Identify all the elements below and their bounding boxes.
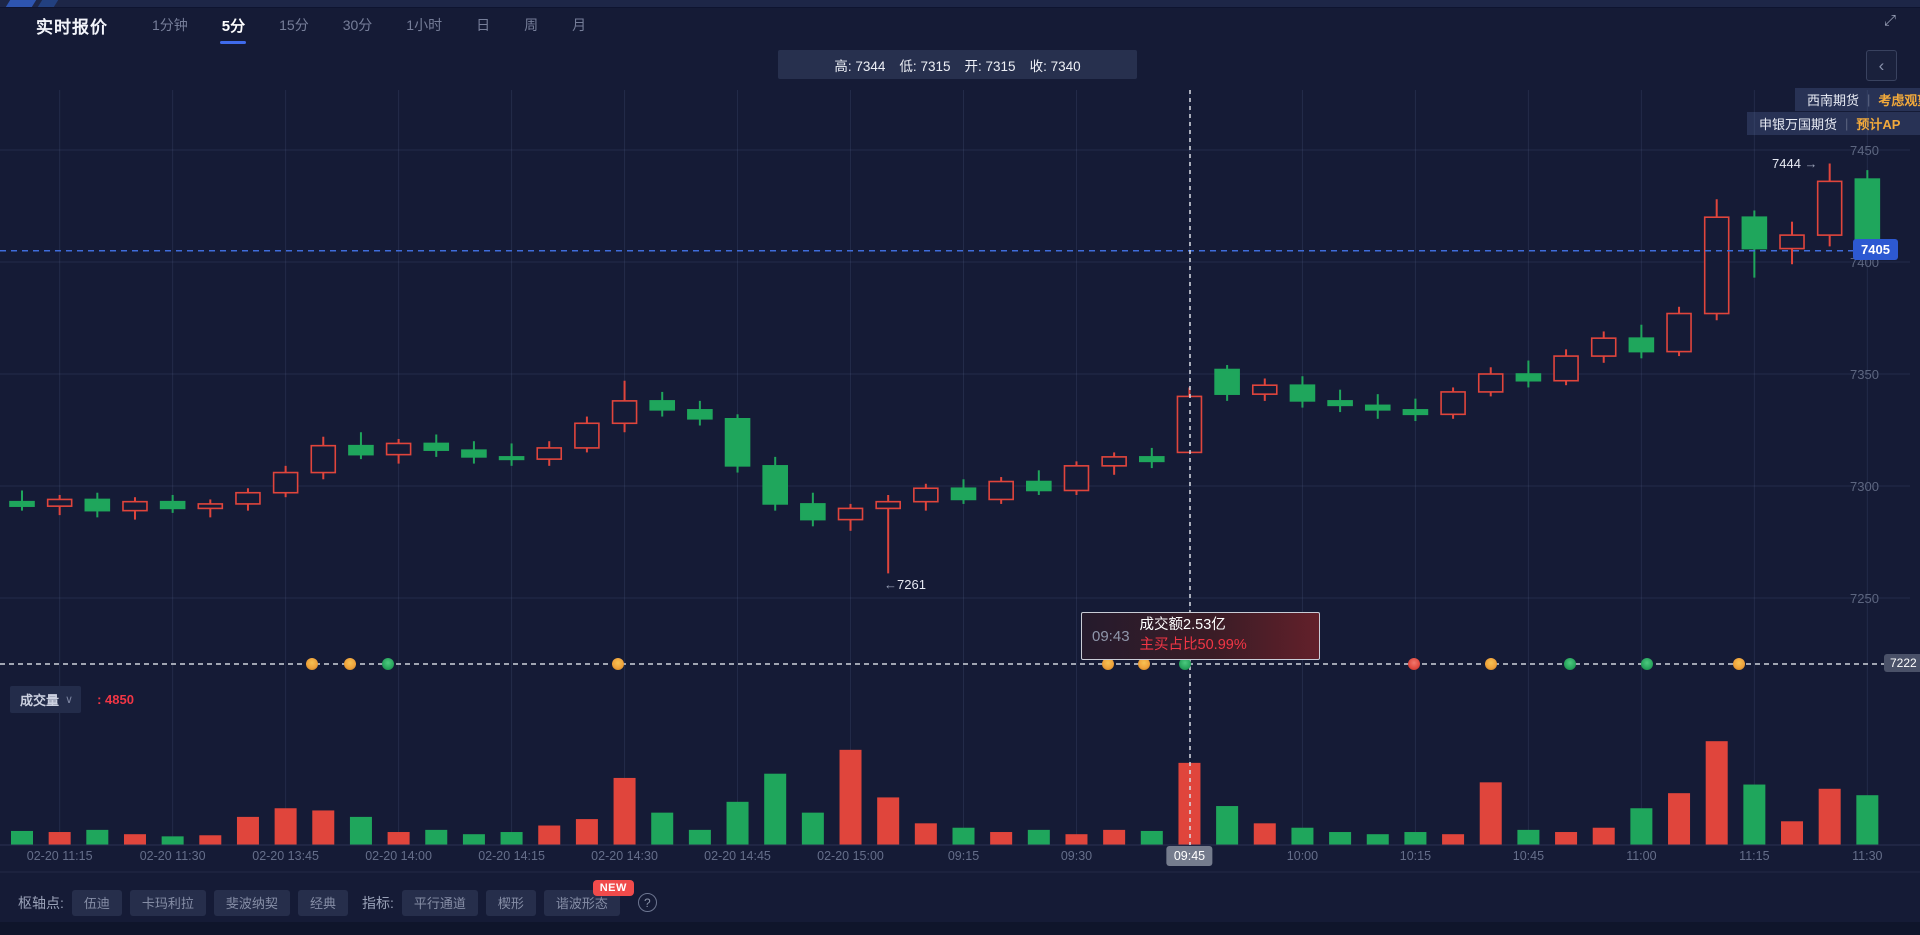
tab-1小时[interactable]: 1小时 <box>406 17 443 33</box>
svg-text:7300: 7300 <box>1850 479 1879 494</box>
limit-low-badge: 7222 <box>1884 654 1920 672</box>
svg-text:7450: 7450 <box>1850 143 1879 158</box>
chevron-down-icon: ∨ <box>65 694 74 706</box>
news-ticker-item[interactable]: 申银万国期货 | 预计AP <box>1747 112 1920 135</box>
pivot-button-卡玛利拉[interactable]: 卡玛利拉 <box>129 889 206 916</box>
chevron-left-icon: ‹ <box>1878 55 1885 75</box>
chart-header: 实时报价 1分钟 5分 15分 30分 1小时 日 周 月 ⤢ <box>0 8 1920 42</box>
event-marker-orange[interactable] <box>1733 658 1745 670</box>
time-label: 11:00 <box>1626 849 1657 863</box>
time-label: 02-20 14:45 <box>704 849 771 863</box>
event-marker-orange[interactable] <box>306 658 318 670</box>
time-label: 02-20 11:30 <box>139 849 206 863</box>
time-label: 02-20 13:45 <box>252 849 319 863</box>
price-annotation-7261: ←7261 <box>884 577 926 592</box>
indicator-button-平行通道[interactable]: 平行通道 <box>401 889 478 916</box>
tooltip-turnover: 成交额2.53亿 <box>1139 617 1226 634</box>
page-title: 实时报价 <box>36 17 108 37</box>
pivot-label: 枢轴点: <box>18 894 64 911</box>
svg-text:7350: 7350 <box>1850 367 1879 382</box>
time-label: 10:45 <box>1512 849 1545 863</box>
new-badge: NEW <box>592 879 634 896</box>
tooltip-buy-ratio: 主买占比50.99% <box>1139 637 1247 653</box>
pivot-button-伍迪[interactable]: 伍迪 <box>71 889 122 916</box>
panel-back-button[interactable]: ‹ <box>1866 50 1897 81</box>
indicator-button-楔形[interactable]: 楔形 <box>485 889 536 916</box>
help-icon[interactable]: ? <box>637 893 657 912</box>
time-label: 10:00 <box>1286 849 1319 863</box>
svg-text:7250: 7250 <box>1850 591 1879 606</box>
tooltip-time: 09:43 <box>1092 627 1130 645</box>
tab-30分[interactable]: 30分 <box>342 17 373 33</box>
time-label: 02-20 15:00 <box>817 849 884 863</box>
time-label: 02-20 14:30 <box>591 849 658 863</box>
event-marker-orange[interactable] <box>612 658 624 670</box>
timeframe-tabs: 1分钟 5分 15分 30分 1小时 日 周 月 <box>150 9 588 42</box>
event-marker-orange[interactable] <box>1138 658 1150 670</box>
time-label: 02-20 14:15 <box>478 849 545 863</box>
bottom-bar <box>0 922 1920 935</box>
time-label-highlighted: 09:45 <box>1166 846 1213 866</box>
tab-5分[interactable]: 5分 <box>220 9 247 42</box>
tab-月[interactable]: 月 <box>572 17 587 33</box>
tab-周[interactable]: 周 <box>524 17 539 33</box>
news-ticker-item[interactable]: 西南期货 | 考虑观望 <box>1795 88 1920 111</box>
time-label: 11:15 <box>1739 849 1770 863</box>
collapse-icon[interactable]: ⤢ <box>1883 12 1896 29</box>
indicator-button-谐波形态[interactable]: 谐波形态 NEW <box>543 879 634 916</box>
event-marker-green[interactable] <box>1179 658 1191 670</box>
time-label: 09:30 <box>1060 849 1093 863</box>
indicator-label: 指标: <box>361 894 394 911</box>
event-marker-orange[interactable] <box>1485 658 1497 670</box>
pivot-button-经典[interactable]: 经典 <box>297 889 348 916</box>
top-strip <box>0 0 1920 8</box>
event-marker-green[interactable] <box>1564 658 1576 670</box>
time-label: 02-20 14:00 <box>365 849 432 863</box>
tab-1分钟[interactable]: 1分钟 <box>152 17 188 33</box>
tab-15分[interactable]: 15分 <box>279 17 309 33</box>
time-label: 02-20 11:15 <box>26 849 93 863</box>
price-annotation-7444: 7444 → <box>1772 156 1818 171</box>
current-price-badge: 7405 <box>1853 238 1898 260</box>
event-marker-orange[interactable] <box>1102 658 1114 670</box>
crosshair-tooltip: 09:43 成交额2.53亿 主买占比50.99% <box>1081 612 1320 660</box>
event-marker-orange[interactable] <box>344 658 356 670</box>
ohlc-readout: 高: 7344 低: 7315 开: 7315 收: 7340 <box>778 50 1137 79</box>
volume-value: : 4850 <box>97 692 134 707</box>
time-label: 09:15 <box>947 849 980 863</box>
tab-日[interactable]: 日 <box>476 17 491 33</box>
event-marker-green[interactable] <box>1641 658 1653 670</box>
time-label: 10:15 <box>1399 849 1432 863</box>
volume-indicator-dropdown[interactable]: 成交量 ∨ <box>10 686 82 713</box>
pivot-button-斐波纳契[interactable]: 斐波纳契 <box>213 889 290 916</box>
time-label: 11:30 <box>1852 849 1883 863</box>
event-marker-red[interactable] <box>1408 658 1420 670</box>
drawing-toolbar: 枢轴点: 伍迪 卡玛利拉 斐波纳契 经典 指标: 平行通道 楔形 谐波形态 NEW ? <box>0 879 1920 920</box>
event-marker-green[interactable] <box>382 658 394 670</box>
